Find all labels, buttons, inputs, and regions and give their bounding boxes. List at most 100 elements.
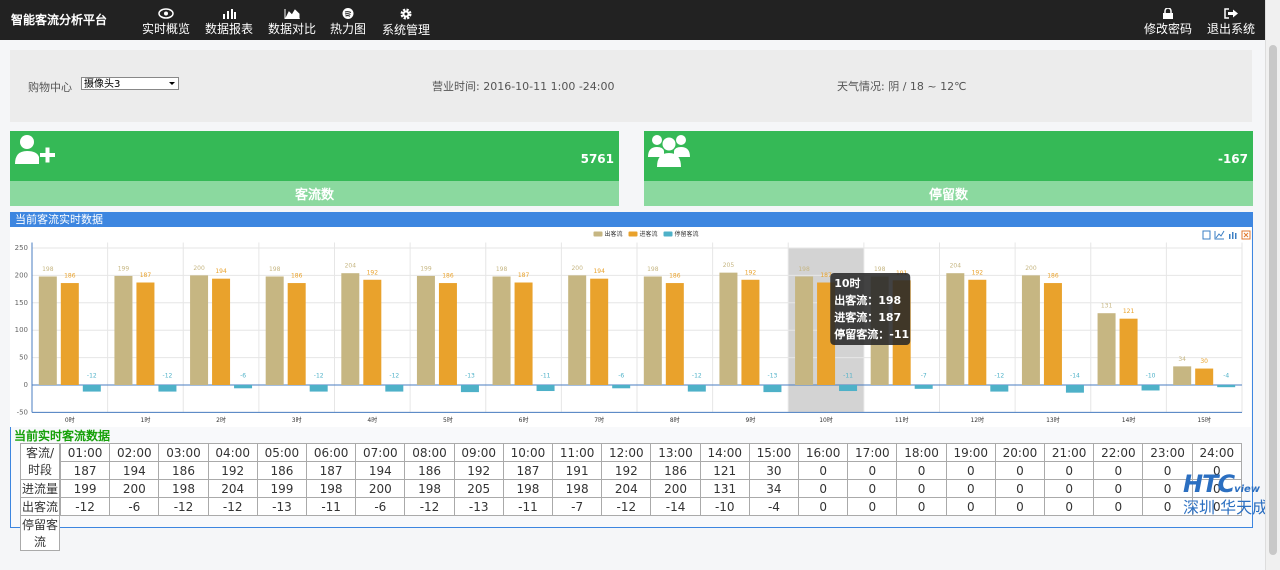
icon — [1163, 8, 1173, 19]
watermark: HTCview 深圳 华天成 — [1183, 470, 1268, 518]
watermark-logo-small: view — [1234, 484, 1261, 495]
cell: 0 — [994, 479, 1046, 498]
watermark-company: 深圳 华天成 — [1183, 498, 1269, 517]
header-cell: 01:00 — [59, 443, 111, 462]
header-cell: 11:00 — [552, 443, 603, 462]
cell: 200 — [355, 479, 406, 498]
cell: 0 — [994, 497, 1046, 516]
cell: 0 — [1044, 461, 1095, 480]
data-row: -12 -6 -12 -12 -13 -11 -6 -12 -13 -11 -7 -12 -14 -10-… — [59, 497, 1243, 516]
cell: 192 — [207, 461, 258, 480]
cell: -6 — [355, 497, 406, 516]
cell: 187 — [502, 461, 554, 480]
cell: 0 — [1191, 461, 1243, 480]
cell: 121 — [699, 461, 750, 480]
brand: 智能客流分析平台 — [11, 13, 108, 27]
nav-item[interactable]: 系统管理 — [376, 8, 436, 38]
nav-label: 实时概览 — [141, 22, 190, 36]
cell: 198 — [404, 479, 455, 498]
camera-select[interactable]: 摄像头3 — [81, 77, 179, 90]
cell: -7 — [552, 497, 603, 516]
row-label: 出客流 — [20, 498, 60, 516]
cell: 191 — [552, 461, 603, 480]
cell: -10 — [699, 497, 750, 516]
cell: 194 — [355, 461, 406, 480]
cell: -13 — [256, 497, 308, 516]
header-cell: 12:00 — [601, 443, 652, 462]
header-cell: 23:00 — [1142, 443, 1193, 462]
cell: 194 — [109, 461, 160, 480]
nav-label: 修改密码 — [1143, 22, 1192, 36]
cell: 34 — [748, 479, 800, 498]
cell: 198 — [158, 479, 209, 498]
cell: 0 — [896, 497, 947, 516]
cell: -11 — [502, 497, 554, 516]
cell: 199 — [256, 479, 308, 498]
cell: 204 — [601, 479, 652, 498]
cell: -12 — [404, 497, 455, 516]
nav-label: 数据对比 — [267, 22, 316, 36]
card: 5761 客流数 — [10, 131, 619, 206]
card-top: 5761 — [10, 131, 619, 181]
card-label: 客流数 — [10, 181, 619, 206]
nav-item[interactable]: 热力图 — [318, 8, 378, 37]
header-cell: 09:00 — [453, 443, 504, 462]
header-cell: 17:00 — [847, 443, 898, 462]
cell: 186 — [158, 461, 209, 480]
cell: 0 — [1093, 461, 1144, 480]
cell: 0 — [847, 497, 898, 516]
cell: -13 — [453, 497, 504, 516]
cell: 198 — [502, 479, 554, 498]
cell: 0 — [994, 461, 1046, 480]
cell: -12 — [158, 497, 209, 516]
header-row: 01:00 02:00 03:00 04:00 05:00 06:00 07:00 08:00… — [59, 443, 1243, 462]
scrollbar[interactable] — [1265, 0, 1280, 570]
header-cell: 14:00 — [699, 443, 750, 462]
header-cell: 20:00 — [994, 443, 1046, 462]
header-cell: 04:00 — [207, 443, 258, 462]
header-cell: 08:00 — [404, 443, 455, 462]
header-cell: 19:00 — [945, 443, 996, 462]
header-cell: 13:00 — [650, 443, 701, 462]
cell: -6 — [109, 497, 160, 516]
nav-item[interactable]: 实时概览 — [136, 8, 196, 37]
icon — [1224, 8, 1238, 19]
nav-item[interactable]: 修改密码 — [1138, 8, 1198, 37]
card-label: 停留数 — [644, 181, 1253, 206]
header-cell: 06:00 — [306, 443, 357, 462]
card-value: -167 — [1217, 152, 1248, 166]
cell: -12 — [601, 497, 652, 516]
nav-item[interactable]: 数据对比 — [262, 8, 322, 37]
cell: 131 — [699, 479, 750, 498]
icon — [15, 135, 55, 164]
filter-panel — [10, 50, 1252, 122]
chart-bg — [10, 227, 1251, 427]
cell: -4 — [748, 497, 800, 516]
nav-item[interactable]: 数据报表 — [199, 8, 259, 37]
header-cell: 18:00 — [896, 443, 947, 462]
nav-item[interactable]: 退出系统 — [1201, 8, 1261, 37]
row-label: 进流量 — [20, 480, 60, 498]
cell: 186 — [650, 461, 701, 480]
cell: 186 — [404, 461, 455, 480]
cell: 204 — [207, 479, 258, 498]
icon — [400, 8, 412, 20]
card: -167 停留数 — [644, 131, 1253, 206]
header-cell: 21:00 — [1044, 443, 1095, 462]
cell: 0 — [798, 461, 849, 480]
watermark-logo: HTC — [1183, 470, 1235, 498]
cell: 0 — [798, 497, 849, 516]
cell: 200 — [109, 479, 160, 498]
table-title: 当前实时客流数据 — [14, 429, 111, 443]
header-cell: 07:00 — [355, 443, 406, 462]
cell: 205 — [453, 479, 504, 498]
header-cell: 24:00 — [1191, 443, 1243, 462]
card-value: 5761 — [580, 152, 614, 166]
cell: 199 — [59, 479, 111, 498]
icon — [648, 135, 690, 167]
cell: -12 — [207, 497, 258, 516]
data-row: 187 194 186 192 186 187 194 186 192 187 191 192 186 1… — [59, 461, 1243, 480]
cell: 187 — [59, 461, 111, 480]
header-cell: 05:00 — [256, 443, 308, 462]
scroll-thumb[interactable] — [1269, 45, 1277, 555]
